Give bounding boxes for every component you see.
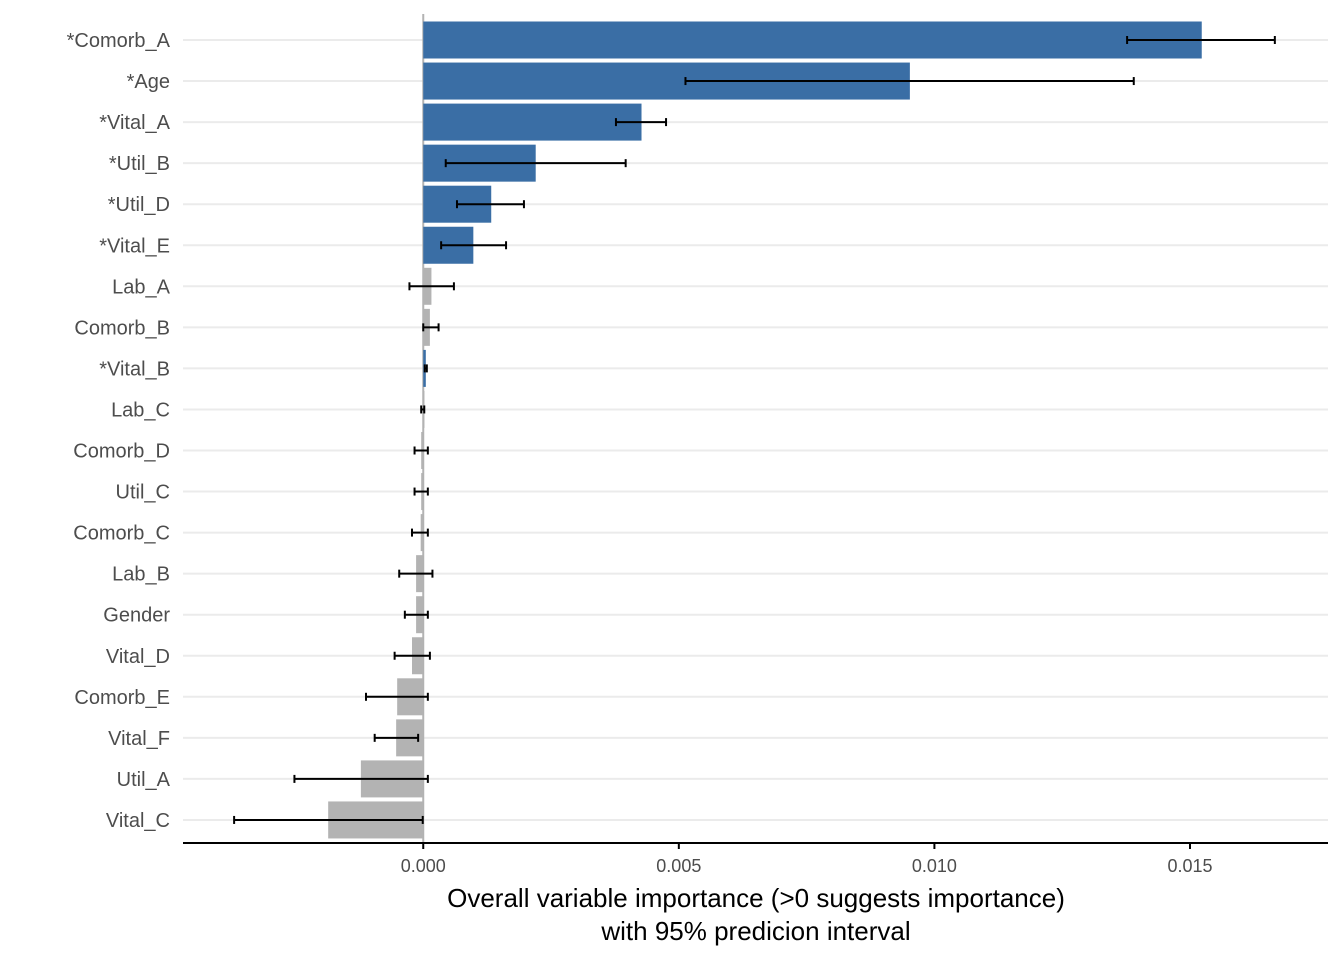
y-tick-label: Comorb_E	[74, 687, 170, 709]
bars-group	[328, 21, 1202, 839]
y-tick-label: Lab_B	[112, 564, 170, 586]
y-tick-label: *Util_B	[109, 153, 170, 175]
error-bars-group	[233, 36, 1276, 824]
y-tick-label: *Comorb_A	[67, 30, 171, 52]
x-axis-ticks: 0.000 0.005 0.010 0.015	[401, 843, 1213, 876]
x-tick-label: 0.010	[912, 856, 957, 876]
y-tick-label: Lab_A	[112, 276, 170, 298]
x-tick-label: 0.005	[656, 856, 701, 876]
y-tick-label: Util_A	[117, 769, 171, 791]
y-tick-label: *Vital_A	[99, 112, 170, 134]
y-tick-label: Gender	[103, 605, 170, 627]
y-tick-label: *Age	[127, 71, 170, 93]
y-tick-label: Vital_D	[106, 646, 170, 668]
bar	[423, 21, 1202, 59]
x-axis-title-line-1: Overall variable importance (>0 suggests…	[447, 883, 1065, 913]
y-tick-label: Vital_C	[106, 810, 170, 832]
y-axis-labels: *Comorb_A *Age *Vital_A *Util_B *Util_D *Vita…	[67, 30, 171, 832]
y-tick-label: Util_C	[116, 482, 170, 504]
grid-lines	[183, 39, 1328, 821]
y-tick-label: Lab_C	[111, 399, 170, 421]
y-tick-label: Comorb_D	[73, 441, 170, 463]
y-tick-label: Comorb_B	[74, 317, 170, 339]
x-tick-label: 0.015	[1167, 856, 1212, 876]
y-tick-label: Comorb_C	[73, 523, 170, 545]
x-tick-label: 0.000	[401, 856, 446, 876]
y-tick-label: *Vital_B	[99, 358, 170, 380]
y-tick-label: *Vital_E	[99, 235, 170, 257]
x-axis-title-line-2: with 95% predicion interval	[600, 916, 910, 946]
y-tick-label: Vital_F	[108, 728, 170, 750]
bar	[423, 103, 642, 141]
y-tick-label: *Util_D	[108, 194, 170, 216]
